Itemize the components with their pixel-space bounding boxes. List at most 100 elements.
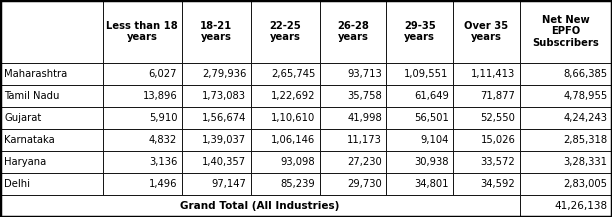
- Text: Grand Total (All Industries): Grand Total (All Industries): [180, 201, 340, 211]
- Text: 2,85,318: 2,85,318: [564, 135, 608, 145]
- Text: 85,239: 85,239: [281, 179, 315, 189]
- Text: Gujarat: Gujarat: [4, 113, 42, 123]
- Text: 3,136: 3,136: [149, 157, 177, 167]
- Bar: [0, 129, 103, 151]
- Text: 97,147: 97,147: [211, 179, 246, 189]
- Bar: [386, 173, 453, 195]
- Bar: [182, 0, 250, 63]
- Text: 27,230: 27,230: [347, 157, 382, 167]
- Bar: [182, 85, 250, 107]
- Bar: [182, 129, 250, 151]
- Bar: [182, 151, 250, 173]
- Text: 41,998: 41,998: [347, 113, 382, 123]
- Text: 35,758: 35,758: [347, 91, 382, 101]
- Bar: [250, 0, 319, 63]
- Bar: [0, 173, 103, 195]
- Bar: [0, 63, 103, 85]
- Bar: [182, 107, 250, 129]
- Bar: [0, 0, 103, 63]
- Bar: [453, 129, 520, 151]
- Bar: [0, 85, 103, 107]
- Bar: [453, 173, 520, 195]
- Bar: [250, 151, 319, 173]
- Bar: [103, 151, 182, 173]
- Bar: [319, 173, 386, 195]
- Text: 2,79,936: 2,79,936: [202, 69, 246, 79]
- Bar: [182, 63, 250, 85]
- Bar: [250, 129, 319, 151]
- Bar: [0, 151, 103, 173]
- Text: 56,501: 56,501: [414, 113, 449, 123]
- Bar: [386, 63, 453, 85]
- Bar: [103, 0, 182, 63]
- Bar: [0, 107, 103, 129]
- Bar: [182, 173, 250, 195]
- Text: Delhi: Delhi: [4, 179, 30, 189]
- Text: 1,39,037: 1,39,037: [202, 135, 246, 145]
- Text: Haryana: Haryana: [4, 157, 47, 167]
- Text: 4,78,955: 4,78,955: [564, 91, 608, 101]
- Bar: [319, 107, 386, 129]
- Text: 41,26,138: 41,26,138: [554, 201, 608, 211]
- Text: 18-21
years: 18-21 years: [200, 21, 232, 42]
- Bar: [520, 129, 612, 151]
- Bar: [520, 63, 612, 85]
- Bar: [103, 173, 182, 195]
- Text: Karnataka: Karnataka: [4, 135, 55, 145]
- Text: 33,572: 33,572: [480, 157, 515, 167]
- Bar: [453, 151, 520, 173]
- Bar: [386, 151, 453, 173]
- Text: 29,730: 29,730: [347, 179, 382, 189]
- Text: 13,896: 13,896: [143, 91, 177, 101]
- Bar: [520, 151, 612, 173]
- Bar: [319, 129, 386, 151]
- Bar: [250, 63, 319, 85]
- Text: 1,11,413: 1,11,413: [471, 69, 515, 79]
- Bar: [386, 85, 453, 107]
- Text: 2,65,745: 2,65,745: [271, 69, 315, 79]
- Bar: [250, 173, 319, 195]
- Text: Net New
EPFO
Subscribers: Net New EPFO Subscribers: [532, 15, 599, 48]
- Text: 5,910: 5,910: [149, 113, 177, 123]
- Text: Less than 18
years: Less than 18 years: [106, 21, 178, 42]
- Bar: [520, 85, 612, 107]
- Bar: [453, 107, 520, 129]
- Text: 1,40,357: 1,40,357: [202, 157, 246, 167]
- Text: Maharashtra: Maharashtra: [4, 69, 67, 79]
- Text: 15,026: 15,026: [480, 135, 515, 145]
- Bar: [386, 107, 453, 129]
- Text: Over 35
years: Over 35 years: [465, 21, 509, 42]
- Text: 1,06,146: 1,06,146: [271, 135, 315, 145]
- Text: 29-35
years: 29-35 years: [404, 21, 436, 42]
- Text: 4,832: 4,832: [149, 135, 177, 145]
- Bar: [103, 63, 182, 85]
- Bar: [520, 107, 612, 129]
- Bar: [453, 0, 520, 63]
- Text: 1,56,674: 1,56,674: [202, 113, 246, 123]
- Text: 2,83,005: 2,83,005: [564, 179, 608, 189]
- Text: 8,66,385: 8,66,385: [564, 69, 608, 79]
- Bar: [319, 0, 386, 63]
- Text: 34,592: 34,592: [480, 179, 515, 189]
- Bar: [103, 107, 182, 129]
- Bar: [520, 173, 612, 195]
- Text: 26-28
years: 26-28 years: [337, 21, 369, 42]
- Text: 6,027: 6,027: [149, 69, 177, 79]
- Text: 93,713: 93,713: [347, 69, 382, 79]
- Text: 93,098: 93,098: [281, 157, 315, 167]
- Text: 1,22,692: 1,22,692: [271, 91, 315, 101]
- Bar: [0, 195, 520, 217]
- Bar: [250, 107, 319, 129]
- Text: 9,104: 9,104: [420, 135, 449, 145]
- Text: 61,649: 61,649: [414, 91, 449, 101]
- Bar: [453, 63, 520, 85]
- Text: 3,28,331: 3,28,331: [564, 157, 608, 167]
- Bar: [319, 151, 386, 173]
- Text: 1,73,083: 1,73,083: [203, 91, 246, 101]
- Bar: [319, 85, 386, 107]
- Bar: [386, 129, 453, 151]
- Bar: [319, 63, 386, 85]
- Bar: [386, 0, 453, 63]
- Text: 71,877: 71,877: [480, 91, 515, 101]
- Text: 1,496: 1,496: [149, 179, 177, 189]
